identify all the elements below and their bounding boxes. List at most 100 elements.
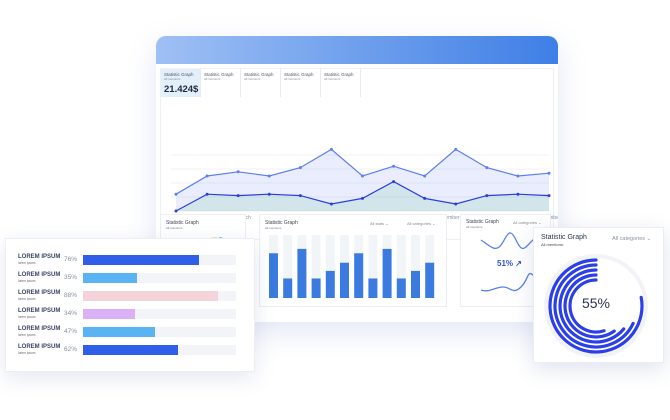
progress-track bbox=[83, 345, 236, 355]
data-point bbox=[547, 171, 551, 175]
progress-row: LOREM IPSUM lorem ipsum 34% bbox=[6, 308, 256, 324]
series-area bbox=[176, 181, 549, 211]
data-point bbox=[267, 192, 271, 196]
bar-track bbox=[283, 235, 293, 298]
data-point bbox=[454, 147, 458, 151]
bar bbox=[354, 253, 364, 298]
tab-statistic-graph[interactable]: Statistic Graph All mentions bbox=[241, 69, 281, 97]
progress-track bbox=[83, 273, 236, 283]
row-label: LOREM IPSUM bbox=[18, 326, 61, 332]
tab-title: Statistic Graph bbox=[284, 72, 314, 77]
row-sublabel: lorem ipsum bbox=[18, 297, 36, 301]
row-sublabel: lorem ipsum bbox=[18, 279, 36, 283]
progress-fill bbox=[83, 327, 155, 337]
tab-statistic-graph[interactable]: Statistic Graph All mentions 21.424$ bbox=[161, 69, 201, 97]
categories-filter-dropdown[interactable]: All categories ⌄ bbox=[407, 221, 436, 226]
bar bbox=[269, 253, 278, 298]
bar-chart-card: Statistic Graph All mentions All stats ⌄… bbox=[259, 214, 447, 307]
tab-statistic-graph[interactable]: Statistic Graph All mentions bbox=[281, 69, 321, 97]
data-point bbox=[267, 174, 271, 178]
card-subtitle: All mentions bbox=[466, 225, 483, 229]
ring-arc bbox=[553, 263, 635, 349]
window-header-bar bbox=[156, 36, 558, 64]
progress-fill bbox=[83, 273, 137, 283]
row-percent: 35% bbox=[64, 274, 78, 281]
bar-track bbox=[396, 235, 406, 298]
progress-row: LOREM IPSUM lorem ipsum 76% bbox=[6, 254, 256, 270]
data-point bbox=[547, 194, 551, 198]
ring-arc bbox=[548, 258, 644, 354]
card-title: Statistic Graph bbox=[166, 220, 199, 226]
line-chart bbox=[171, 147, 551, 213]
data-point bbox=[174, 209, 178, 213]
data-point bbox=[205, 192, 209, 196]
row-label: LOREM IPSUM bbox=[18, 308, 61, 314]
data-point bbox=[485, 194, 489, 198]
progress-row: LOREM IPSUM lorem ipsum 62% bbox=[6, 344, 256, 360]
row-label: LOREM IPSUM bbox=[18, 344, 61, 350]
tab-statistic-graph[interactable]: Statistic Graph All mentions bbox=[321, 69, 361, 97]
data-point bbox=[485, 166, 489, 170]
data-point bbox=[423, 174, 427, 178]
x-axis-label: September bbox=[435, 215, 460, 221]
tab-title: Statistic Graph bbox=[244, 72, 274, 77]
data-point bbox=[236, 194, 240, 198]
bar-track bbox=[411, 235, 420, 298]
data-point bbox=[454, 202, 458, 206]
data-point bbox=[329, 202, 333, 206]
progress-row: LOREM IPSUM lorem ipsum 47% bbox=[6, 326, 256, 342]
bar bbox=[396, 278, 406, 298]
ring-arc bbox=[558, 268, 626, 344]
row-percent: 34% bbox=[64, 310, 78, 317]
progress-track bbox=[83, 327, 236, 337]
data-point bbox=[174, 192, 178, 196]
filter-label: All stats bbox=[370, 221, 385, 226]
row-label: LOREM IPSUM bbox=[18, 254, 61, 260]
card-subtitle: All mentions bbox=[166, 226, 183, 230]
tab-value: 21.424$ bbox=[164, 84, 199, 95]
filter-label: All categories bbox=[513, 220, 538, 225]
row-percent: 76% bbox=[64, 256, 78, 263]
row-label: LOREM IPSUM bbox=[18, 290, 61, 296]
growth-value: 51% bbox=[497, 259, 514, 268]
bar bbox=[311, 278, 321, 298]
radial-chart-card: Statistic Graph All mentions: All catego… bbox=[533, 227, 664, 363]
card-subtitle: All mentions bbox=[265, 226, 282, 230]
ring-track bbox=[544, 254, 648, 358]
stats-filter-dropdown[interactable]: All stats ⌄ bbox=[370, 221, 389, 226]
row-percent: 88% bbox=[64, 292, 78, 299]
data-point bbox=[392, 180, 396, 184]
categories-filter-dropdown[interactable]: All categories ⌄ bbox=[612, 236, 652, 242]
tab-subtitle: All mentions bbox=[244, 77, 261, 81]
progress-fill bbox=[83, 345, 178, 355]
row-sublabel: lorem ipsum bbox=[18, 333, 36, 337]
progress-list-card: LOREM IPSUM lorem ipsum 76% LOREM IPSUM lore… bbox=[5, 238, 255, 372]
row-sublabel: lorem ipsum bbox=[18, 351, 36, 355]
row-sublabel: lorem ipsum bbox=[18, 315, 36, 319]
bar bbox=[382, 248, 392, 298]
bar-track bbox=[368, 235, 378, 298]
row-sublabel: lorem ipsum bbox=[18, 261, 36, 265]
progress-track bbox=[83, 309, 236, 319]
tab-title: Statistic Graph bbox=[164, 72, 194, 77]
data-point bbox=[361, 196, 364, 200]
tab-subtitle: All mentions bbox=[324, 77, 341, 81]
progress-fill bbox=[83, 255, 200, 265]
ring-arc bbox=[563, 273, 616, 339]
data-point bbox=[516, 174, 520, 178]
data-point bbox=[516, 192, 520, 196]
trend-up-icon: ↗ bbox=[515, 259, 522, 268]
tab-statistic-graph[interactable]: Statistic Graph All mentions bbox=[201, 69, 241, 97]
data-point bbox=[236, 170, 240, 174]
data-point bbox=[298, 166, 302, 170]
row-percent: 47% bbox=[64, 328, 78, 335]
card-title: Statistic Graph bbox=[265, 220, 298, 226]
progress-fill bbox=[83, 309, 136, 319]
data-point bbox=[392, 164, 396, 168]
tab-title: Statistic Graph bbox=[324, 72, 354, 77]
bar bbox=[325, 270, 335, 298]
bar bbox=[340, 262, 349, 298]
data-point bbox=[298, 194, 302, 198]
categories-filter-dropdown[interactable]: All categories ⌄ bbox=[513, 220, 542, 225]
tab-subtitle: All mentions bbox=[204, 77, 221, 81]
